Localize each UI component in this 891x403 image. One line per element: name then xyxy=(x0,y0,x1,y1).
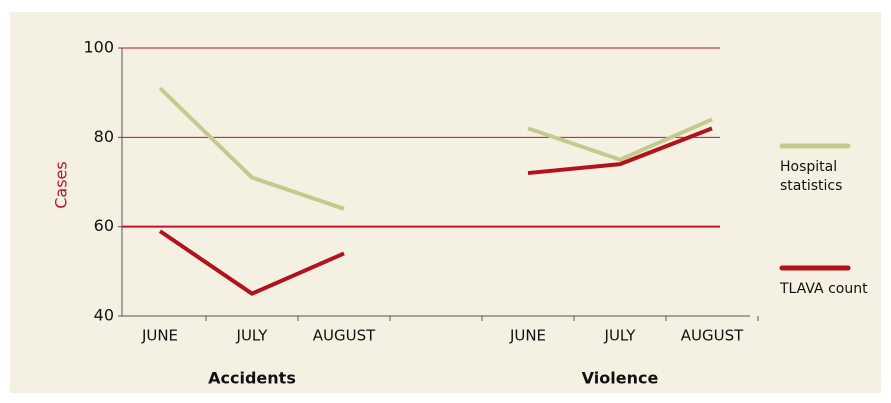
x-tick-label: AUGUST xyxy=(681,327,744,345)
series-line xyxy=(158,86,713,211)
y-tick-label: 60 xyxy=(94,216,114,235)
x-tick-label: JULY xyxy=(604,327,637,345)
x-tick-label: JUNE xyxy=(141,327,178,345)
y-tick-label: 40 xyxy=(94,306,114,325)
x-tick-label: AUGUST xyxy=(313,327,376,345)
x-tick-label: JULY xyxy=(236,327,269,345)
group-label: Violence xyxy=(582,369,659,388)
x-tick-label: JUNE xyxy=(509,327,546,345)
legend-label: TLAVA count xyxy=(780,281,868,297)
legend-label: Hospital statistics xyxy=(780,159,843,194)
series-line xyxy=(158,126,713,296)
background xyxy=(10,12,881,393)
group-label: Accidents xyxy=(208,369,296,388)
y-tick-label: 100 xyxy=(83,38,114,57)
y-tick-label: 80 xyxy=(94,127,114,146)
y-axis-label: Cases xyxy=(52,161,71,209)
